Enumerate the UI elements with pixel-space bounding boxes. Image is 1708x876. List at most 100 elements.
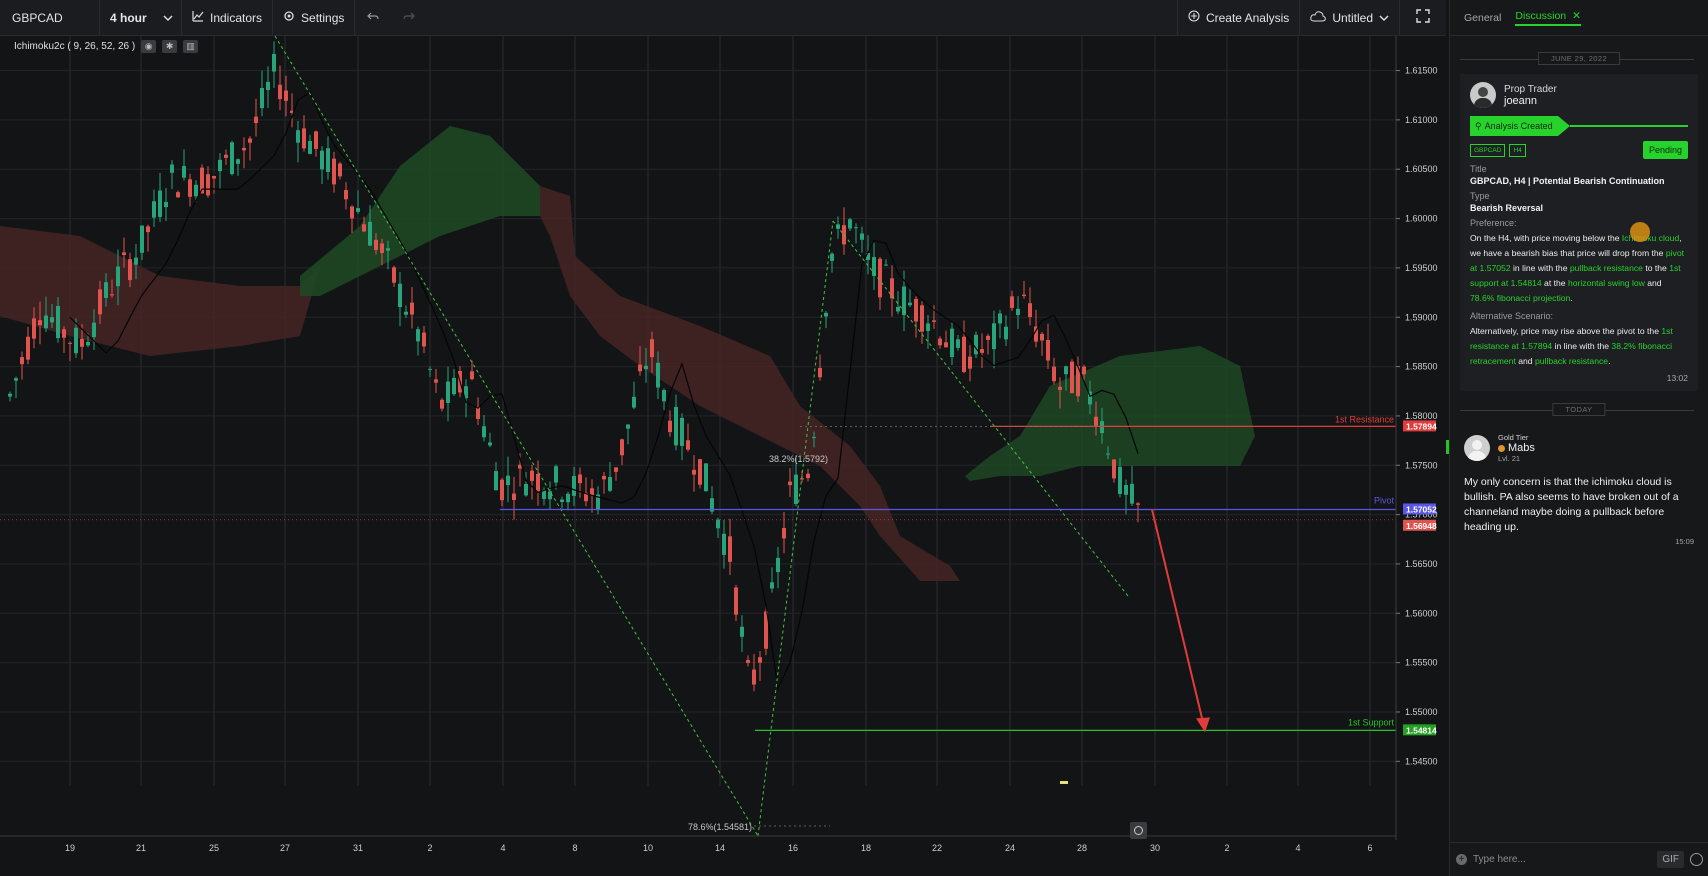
undo-button[interactable]	[355, 0, 391, 36]
fib-trend-line	[274, 35, 759, 837]
candle-body	[692, 469, 696, 475]
author-username[interactable]: joeann	[1504, 94, 1538, 107]
candle-body	[566, 493, 570, 503]
candle-body	[140, 225, 144, 253]
pref-text-9: at the	[1541, 278, 1568, 288]
alt-pullback: pullback resistance	[1534, 356, 1609, 366]
status-badge-label: Analysis Created	[1484, 121, 1553, 131]
alt-fib: 38.2% fibonacci retracement	[1470, 341, 1673, 366]
candle-body	[1136, 503, 1140, 505]
candle-body	[170, 164, 174, 173]
candle-body	[1112, 459, 1116, 479]
price-chart[interactable]: 1st Resistance Pivot 1st Support 38.2%(1.57…	[0, 35, 1438, 853]
price-tick-label: 1.55000	[1405, 707, 1438, 717]
tab-general[interactable]: General	[1464, 11, 1502, 24]
fullscreen-button[interactable]	[1400, 0, 1446, 36]
trash-icon[interactable]: ▥	[183, 40, 199, 53]
symbol-selector[interactable]: GBPCAD	[0, 0, 100, 36]
time-tick-label: 25	[209, 843, 219, 853]
time-tick-label: 28	[1077, 843, 1087, 853]
candle-body	[1052, 366, 1056, 382]
interval-selector[interactable]: 4 hour	[100, 0, 182, 36]
tags-row: GBPCAD H4 Pending	[1470, 141, 1688, 159]
candle-body	[686, 440, 690, 450]
comment-text: My only concern is that the ichimoku clo…	[1464, 476, 1679, 533]
avatar[interactable]	[1464, 435, 1490, 461]
toolbar-right: Create Analysis Untitled	[1176, 0, 1446, 36]
candle-body	[1106, 453, 1110, 455]
message-input[interactable]	[1473, 854, 1652, 865]
panel-collapse-handle[interactable]	[1446, 440, 1449, 454]
candle-body	[506, 475, 510, 486]
gif-button[interactable]: GIF	[1657, 851, 1684, 868]
candle-body	[992, 323, 996, 350]
time-tick-label: 27	[280, 843, 290, 853]
indicators-button[interactable]: Indicators	[182, 0, 274, 36]
candle-body	[752, 669, 756, 685]
price-tick-label: 1.55500	[1405, 658, 1438, 668]
candle-body	[266, 81, 270, 90]
candle-body	[812, 436, 816, 438]
current-price-tag-bg	[1403, 519, 1436, 531]
eye-icon[interactable]: ◉	[141, 40, 157, 53]
chart-area[interactable]: Ichimoku2c ( 9, 26, 52, 26 ) ◉ ✱ ▥ 1st R…	[0, 35, 1438, 853]
workspace-selector[interactable]: Untitled	[1300, 0, 1400, 36]
close-icon[interactable]: ✕	[1572, 9, 1581, 22]
create-analysis-button[interactable]: Create Analysis	[1176, 0, 1301, 36]
fib-382-label: 38.2%(1.5792)	[769, 454, 828, 464]
avatar[interactable]	[1470, 82, 1496, 108]
candle-body	[542, 489, 546, 499]
candle-body	[848, 219, 852, 229]
plus-circle-icon	[1188, 10, 1200, 25]
chevron-down-icon	[1379, 11, 1389, 25]
candle-body	[788, 481, 792, 486]
candle-body	[596, 494, 600, 510]
candle-body	[452, 377, 456, 395]
candle-body	[356, 208, 360, 212]
workspace-label: Untitled	[1332, 10, 1373, 25]
candle-body	[674, 406, 678, 446]
alt-text-7: .	[1608, 356, 1611, 366]
pref-pivot: pivot at 1.57052	[1470, 248, 1684, 273]
emoji-icon[interactable]	[1690, 853, 1703, 866]
candle-body	[620, 439, 624, 456]
candle-body	[728, 536, 732, 562]
gear-icon[interactable]: ✱	[162, 40, 178, 53]
candle-body	[572, 475, 576, 496]
pref-text-13: .	[1570, 293, 1573, 303]
time-tick-label: 31	[353, 843, 363, 853]
pending-badge[interactable]: Pending	[1642, 141, 1688, 159]
candle-body	[224, 154, 228, 158]
candle-body	[968, 356, 972, 369]
ichimoku-cloud-bearish	[0, 226, 320, 356]
time-tick-label: 18	[861, 843, 871, 853]
candle-body	[896, 306, 900, 312]
undo-icon	[367, 11, 379, 25]
candle-body	[1094, 416, 1098, 426]
candle-body	[500, 479, 504, 501]
discussion-panel: General Discussion ✕ JUNE 29, 2022 Prop …	[1449, 0, 1708, 876]
candle-body	[1100, 421, 1104, 434]
comment-username[interactable]: Mabs	[1508, 442, 1535, 454]
ichimoku-cloud-bullish	[300, 126, 540, 296]
settings-button[interactable]: Settings	[273, 0, 356, 36]
price-tick-label: 1.61500	[1405, 66, 1438, 76]
candle-body	[128, 259, 132, 281]
candle-body	[782, 527, 786, 539]
attach-plus-icon[interactable]: +	[1456, 854, 1467, 865]
redo-button[interactable]	[391, 0, 427, 36]
candle-body	[608, 476, 612, 491]
candle-body	[830, 253, 834, 261]
candle-body	[1058, 386, 1062, 390]
candle-body	[878, 258, 882, 298]
chevron-down-icon	[163, 11, 173, 25]
candle-body	[236, 159, 240, 164]
candle-body	[290, 110, 294, 114]
candle-body	[944, 342, 948, 348]
candle-body	[740, 626, 744, 637]
alt-scenario-text: Alternatively, price may rise above the …	[1470, 324, 1688, 369]
support-price-tag: 1.54814	[1406, 725, 1437, 735]
candle-body	[1022, 294, 1026, 297]
comment: Gold Tier Mabs Lvl. 21 My only concern i…	[1460, 427, 1698, 552]
tab-discussion[interactable]: Discussion ✕	[1515, 10, 1581, 26]
